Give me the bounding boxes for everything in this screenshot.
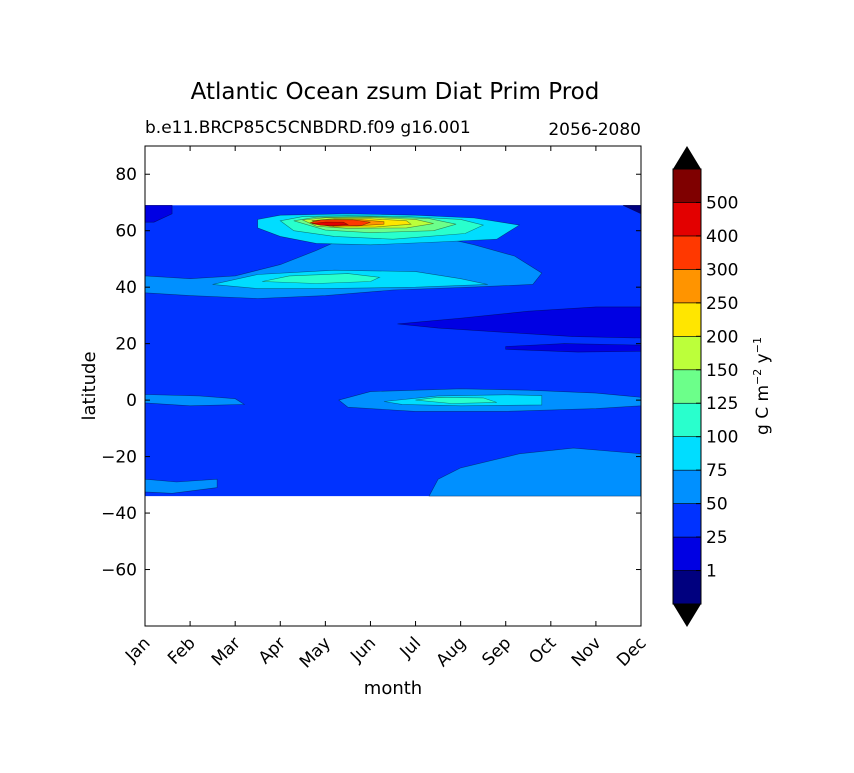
colorbar-swatch (672, 369, 702, 404)
colorbar-swatch (672, 235, 702, 270)
contour-level-1 (397, 306, 641, 339)
colorbar-swatch (672, 269, 702, 304)
x-tick-label: Mar (208, 633, 245, 670)
colorbar-tick-label: 50 (706, 495, 728, 515)
colorbar-label-exp2: −1 (751, 337, 764, 353)
colorbar-label-y: y (753, 353, 773, 368)
x-tick-label: May (296, 633, 335, 672)
y-tick-label: 0 (126, 391, 137, 411)
x-axis-label: month (364, 678, 422, 699)
chart-subtitle-right: 2056-2080 (548, 120, 641, 140)
contour-level-5 (415, 396, 497, 404)
y-axis: 80 60 40 20 0 −20 −40 −60 (101, 165, 641, 581)
x-tick-label: Nov (568, 633, 606, 671)
y-tick-label: −40 (101, 504, 137, 524)
contour-level-1 (145, 205, 173, 223)
x-tick-label: Feb (164, 633, 199, 668)
y-tick-label: −60 (101, 561, 137, 581)
colorbar-swatch (672, 570, 702, 605)
colorbar-label-exp1: −2 (751, 369, 764, 385)
x-tick-label: Jan (121, 633, 154, 666)
chart-title: Atlantic Ocean zsum Diat Prim Prod (191, 79, 600, 105)
colorbar-swatch (672, 202, 702, 237)
x-tick-label: Oct (525, 633, 560, 668)
y-tick-label: 20 (115, 335, 137, 355)
contour-level-3 (145, 478, 218, 494)
x-tick-label: Aug (433, 633, 471, 671)
contour-level-3 (145, 394, 246, 407)
colorbar-tick-label: 400 (706, 227, 738, 247)
colorbar-tick-label: 100 (706, 428, 738, 448)
contour-level-3 (428, 447, 641, 497)
plot-frame (144, 145, 642, 627)
colorbar-tick-label: 125 (706, 394, 738, 414)
colorbar-extend-min (673, 604, 701, 627)
x-tick-label: Dec (613, 633, 650, 670)
colorbar-tick-label: 1 (706, 562, 717, 582)
x-tick-label: Jul (396, 633, 425, 662)
colorbar-swatch (672, 436, 702, 471)
contour-level-0 (622, 205, 641, 215)
colorbar-swatch (672, 168, 702, 203)
colorbar-tick-label: 250 (706, 294, 738, 314)
contour-level-11 (311, 221, 349, 226)
colorbar-swatch (672, 536, 702, 571)
colorbar-swatch (672, 503, 702, 538)
contour-level-1 (505, 343, 641, 353)
x-tick-label: Apr (255, 633, 290, 668)
colorbar-swatch (672, 336, 702, 371)
colorbar-tick-label: 200 (706, 327, 738, 347)
colorbar-swatch (672, 402, 702, 437)
colorbar-frame (672, 168, 702, 605)
colorbar-tick-label: 300 (706, 260, 738, 280)
contour-field (145, 205, 641, 497)
y-tick-label: 60 (115, 222, 137, 242)
colorbar-tick-label: 150 (706, 361, 738, 381)
colorbar-tick-label: 75 (706, 461, 728, 481)
colorbar-tick-label: 500 (706, 193, 738, 213)
colorbar-swatch (672, 469, 702, 504)
colorbar-swatch (672, 302, 702, 337)
y-tick-label: 80 (115, 165, 137, 185)
y-tick-label: 40 (115, 278, 137, 298)
y-tick-label: −20 (101, 448, 137, 468)
x-tick-label: Sep (478, 633, 515, 670)
y-axis-label: latitude (79, 351, 100, 420)
colorbar-label-units: g C m (753, 385, 773, 435)
colorbar-extend-max (673, 146, 701, 169)
chart-subtitle-left: b.e11.BRCP85C5CNBDRD.f09 g16.001 (145, 118, 471, 138)
x-tick-label: Jun (346, 633, 380, 667)
colorbar-tick-label: 25 (706, 528, 728, 548)
contour-level-5 (262, 273, 381, 284)
colorbar-label: g C m−2 y−1 (751, 337, 773, 435)
